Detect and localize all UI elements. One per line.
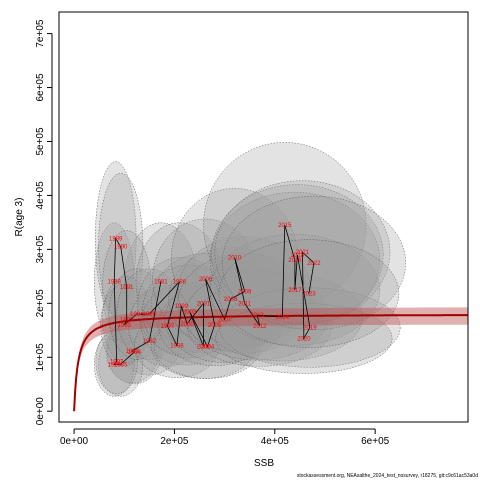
y-tick-label: 2e+05 (35, 289, 46, 318)
trajectory-line (113, 224, 315, 365)
plot-frame (58, 11, 469, 423)
year-label: 1987 (110, 360, 124, 366)
footnote: stockassessment.org, NEAsalthe_2024_test… (297, 473, 478, 479)
confidence-band (74, 307, 468, 412)
year-label: 2002 (197, 345, 211, 351)
year-label: 2008 (224, 297, 238, 303)
year-label: 2000 (180, 322, 194, 328)
year-label: 2009 (238, 289, 252, 295)
year-label: 2010 (228, 256, 242, 262)
year-label: 1998 (170, 343, 184, 349)
y-tick-label: 4e+05 (35, 181, 46, 210)
year-label: 1993 (118, 323, 132, 329)
year-label: 1983 (126, 349, 140, 355)
year-label: 2022 (307, 261, 321, 267)
year-label: 2020 (297, 336, 311, 342)
year-label: 1989 (109, 237, 123, 243)
year-label: 2019 (303, 326, 317, 332)
year-label: 1984 (128, 350, 142, 356)
year-label: 1995 (143, 312, 157, 318)
year-label: 2021 (296, 250, 310, 256)
x-tick-label: 2e+05 (160, 436, 189, 447)
uncertainty-ellipses (94, 142, 406, 397)
year-label: 2011 (238, 301, 252, 307)
y-tick-label: 7e+05 (35, 19, 46, 48)
year-label: 1991 (120, 285, 134, 291)
year-label: 2013 (251, 313, 265, 319)
y-tick-label: 1e+05 (35, 343, 46, 372)
year-label: 2018 (291, 253, 305, 259)
year-label: 2001 (197, 301, 211, 307)
y-axis-label: R(age 3) (14, 198, 25, 237)
x-axis: 0e+00 2e+05 4e+05 6e+05 (60, 428, 390, 447)
year-label: 1988 (108, 280, 122, 286)
year-label: 2005 (208, 323, 222, 329)
y-tick-label: 5e+05 (35, 127, 46, 156)
y-tick-label: 3e+05 (35, 235, 46, 264)
year-label: 1994 (130, 312, 144, 318)
year-label: 1981 (154, 280, 168, 286)
year-label: 2014 (276, 315, 290, 321)
y-tick-label: 6e+05 (35, 73, 46, 102)
year-label: 1990 (114, 245, 128, 251)
year-label: 2003 (183, 309, 197, 315)
year-label: 1992 (120, 318, 134, 324)
year-label: 2007 (218, 318, 232, 324)
year-label: 1999 (175, 304, 189, 310)
y-tick-label: 0e+00 (35, 397, 46, 426)
year-label: 2016 (288, 258, 302, 264)
year-label: 2015 (278, 223, 292, 229)
x-axis-label: SSB (254, 458, 274, 469)
year-label: 2023 (302, 292, 316, 298)
y-axis: 0e+00 1e+05 2e+05 3e+05 4e+05 5e+05 6e+05 7e+05 (35, 19, 53, 426)
year-label: 2004 (201, 345, 215, 351)
x-tick-label: 4e+05 (261, 436, 290, 447)
year-label: 1986 (108, 362, 122, 368)
x-tick-label: 6e+05 (361, 436, 390, 447)
year-label: 2006 (199, 277, 213, 283)
year-label: 1985 (114, 362, 128, 368)
year-label: 1997 (161, 324, 175, 330)
year-label: 1996 (173, 280, 187, 286)
year-label: 1982 (143, 339, 157, 345)
year-trajectory (113, 224, 315, 365)
x-tick-label: 0e+00 (60, 436, 89, 447)
year-label: 2017 (288, 288, 302, 294)
year-label: 2012 (253, 324, 267, 330)
fit-confidence-band (74, 307, 468, 412)
